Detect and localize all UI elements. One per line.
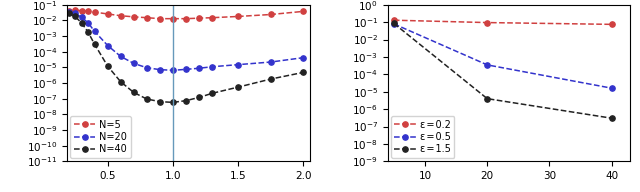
N=40 — [267, 78, 275, 80]
N=5 — [143, 17, 150, 19]
N=20 — [65, 11, 72, 13]
N=20 — [84, 22, 92, 24]
N=5 — [84, 10, 92, 12]
N=5 — [71, 9, 79, 11]
N=20 — [71, 12, 79, 15]
ε = 0.2 — [390, 19, 397, 21]
ε = 1.5 — [483, 98, 491, 100]
N=20 — [156, 69, 164, 71]
ε = 0.5 — [608, 87, 616, 89]
N=40 — [117, 81, 125, 83]
N=20 — [182, 68, 190, 70]
Line: N=40: N=40 — [66, 10, 306, 105]
N=40 — [130, 91, 138, 94]
N=20 — [91, 30, 99, 32]
N=20 — [104, 44, 111, 47]
N=5 — [267, 13, 275, 16]
N=5 — [91, 11, 99, 13]
N=20 — [195, 67, 203, 70]
N=5 — [208, 17, 216, 19]
N=40 — [143, 98, 150, 100]
N=40 — [71, 15, 79, 18]
ε = 0.5 — [483, 64, 491, 66]
Line: N=20: N=20 — [66, 9, 306, 73]
N=5 — [156, 17, 164, 20]
N=20 — [117, 55, 125, 58]
N=5 — [182, 17, 190, 20]
N=5 — [300, 10, 307, 12]
N=5 — [104, 13, 111, 15]
Line: ε = 0.5: ε = 0.5 — [391, 21, 614, 91]
N=5 — [117, 15, 125, 17]
ε = 1.5 — [390, 22, 397, 25]
ε = 1.5 — [608, 117, 616, 119]
Line: N=5: N=5 — [66, 8, 306, 21]
N=40 — [234, 86, 242, 88]
N=40 — [300, 71, 307, 74]
N=5 — [77, 10, 85, 12]
N=40 — [77, 22, 85, 24]
N=20 — [208, 66, 216, 68]
Legend: N=5, N=20, N=40: N=5, N=20, N=40 — [70, 116, 131, 158]
N=40 — [91, 43, 99, 46]
N=20 — [234, 64, 242, 66]
N=5 — [130, 16, 138, 18]
N=40 — [182, 99, 190, 102]
N=40 — [195, 96, 203, 99]
N=20 — [267, 61, 275, 63]
N=5 — [234, 15, 242, 18]
N=40 — [208, 92, 216, 94]
Line: ε = 1.5: ε = 1.5 — [391, 21, 614, 121]
N=5 — [169, 17, 177, 20]
N=20 — [143, 67, 150, 69]
N=20 — [300, 56, 307, 59]
N=40 — [65, 12, 72, 14]
ε = 0.2 — [483, 22, 491, 24]
ε = 0.5 — [390, 23, 397, 25]
N=40 — [104, 65, 111, 67]
N=40 — [156, 100, 164, 103]
Legend: ε = 0.2, ε = 0.5, ε = 1.5: ε = 0.2, ε = 0.5, ε = 1.5 — [390, 116, 454, 158]
ε = 0.2 — [608, 23, 616, 26]
N=5 — [65, 10, 72, 12]
N=20 — [169, 69, 177, 71]
N=40 — [169, 101, 177, 103]
Line: ε = 0.2: ε = 0.2 — [391, 17, 614, 27]
N=5 — [195, 17, 203, 19]
N=20 — [130, 62, 138, 65]
N=20 — [77, 16, 85, 18]
N=40 — [84, 31, 92, 33]
